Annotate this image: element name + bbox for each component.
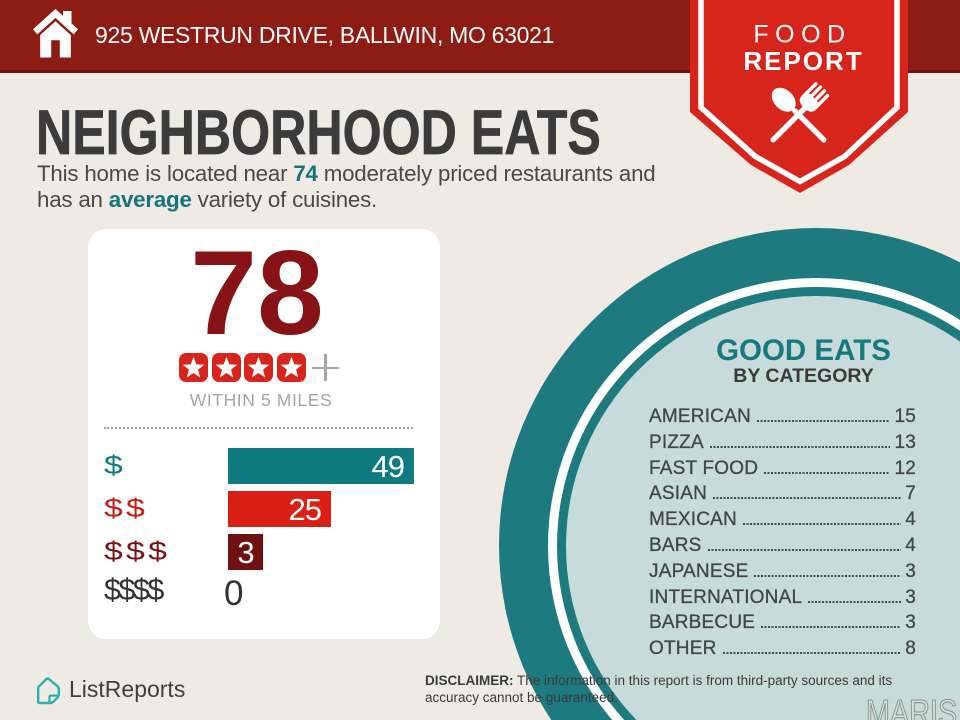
svg-text:REPORT: REPORT bbox=[743, 46, 863, 76]
svg-text:FOOD: FOOD bbox=[753, 21, 851, 49]
